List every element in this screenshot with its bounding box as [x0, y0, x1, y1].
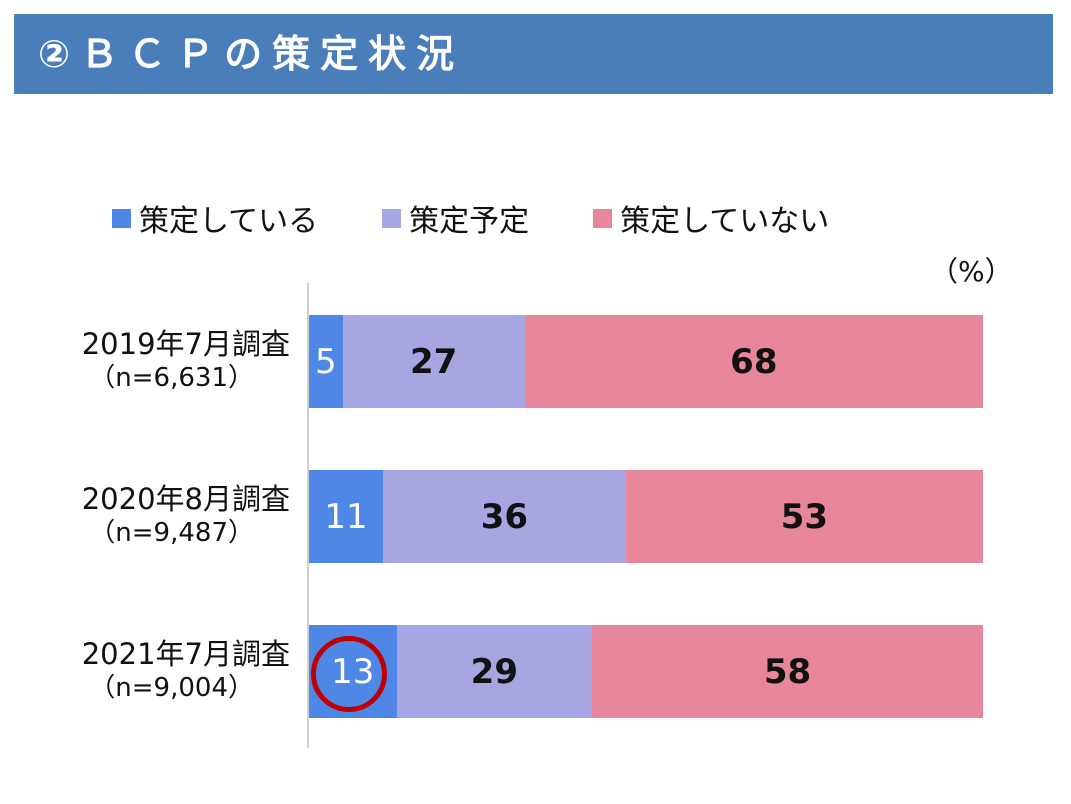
legend-swatch [593, 208, 613, 228]
bar-segment: 27 [342, 315, 525, 408]
legend-item: 策定予定 [382, 196, 529, 240]
data-label: 58 [763, 651, 812, 692]
data-label: 29 [470, 651, 518, 692]
bar-segment: 36 [383, 470, 626, 563]
data-label: 11 [324, 496, 368, 537]
data-label: 36 [480, 496, 529, 537]
title-banner: ②ＢＣＰの策定状況 [14, 14, 1053, 94]
legend-swatch [382, 208, 402, 228]
sample-size: （n=9,487） [89, 518, 254, 548]
category-title: 2021年7月調査 [81, 637, 290, 671]
legend-swatch [112, 208, 131, 228]
legend-label: 策定している [139, 204, 319, 239]
legend-item: 策定している [112, 196, 318, 240]
category-title: 2020年8月調査 [81, 482, 290, 516]
sample-size: （n=6,631） [89, 363, 254, 393]
bar-segment: 5 [309, 315, 343, 408]
bar-segment: 29 [396, 625, 593, 718]
category-axis-line [307, 283, 309, 748]
bar-segment: 58 [592, 625, 983, 718]
page-title: ②ＢＣＰの策定状況 [38, 32, 465, 76]
sample-size: （n=9,004） [89, 673, 254, 703]
category-label: 2021年7月調査 （n=9,004） [0, 637, 290, 705]
category-label: 2019年7月調査 （n=6,631） [0, 327, 290, 395]
data-label: 27 [410, 341, 458, 382]
legend-label: 策定していない [620, 204, 830, 239]
bar-segment: 11 [309, 470, 384, 563]
data-label: 53 [780, 496, 829, 537]
legend-item: 策定していない [593, 196, 829, 240]
bar-segment: 53 [625, 470, 983, 563]
chart-legend: 策定している 策定予定 策定していない [112, 196, 893, 240]
data-label: 68 [730, 341, 778, 382]
bar-segment: 68 [524, 315, 983, 408]
category-label: 2020年8月調査 （n=9,487） [0, 482, 290, 550]
category-title: 2019年7月調査 [81, 327, 290, 361]
data-label: 5 [315, 341, 337, 382]
legend-label: 策定予定 [409, 204, 530, 239]
unit-label: （%） [930, 255, 1013, 288]
highlight-circle [310, 635, 387, 712]
